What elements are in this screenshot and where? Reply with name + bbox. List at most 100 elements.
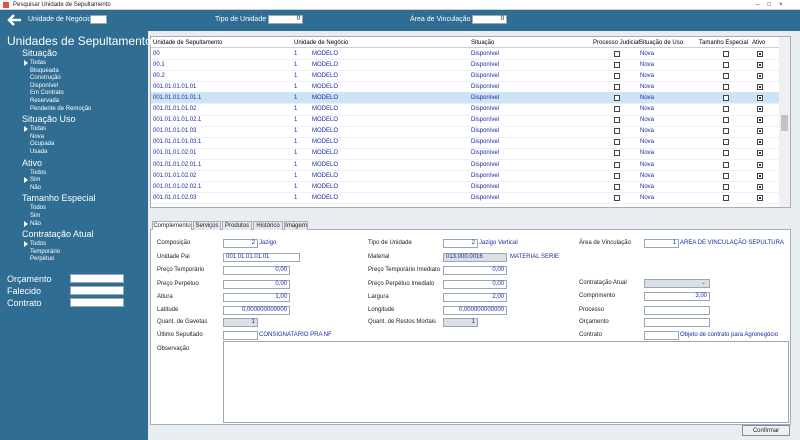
filter-item[interactable]: Bloqueada (30, 67, 59, 74)
checkbox[interactable] (614, 83, 620, 90)
filter-item[interactable]: Construção (30, 75, 61, 82)
checkbox[interactable] (723, 128, 729, 135)
checkbox[interactable] (614, 139, 620, 146)
checkbox[interactable] (757, 94, 763, 101)
cell-code[interactable]: 00 (153, 50, 160, 57)
field-input[interactable]: 0,000000000000 (443, 305, 507, 315)
checkbox[interactable] (614, 61, 620, 68)
filter-item[interactable]: Disponível (30, 82, 59, 89)
field-input[interactable]: 0,00 (443, 279, 507, 289)
filter-item[interactable]: Reservada (30, 98, 60, 104)
checkbox[interactable] (757, 194, 763, 201)
checkbox[interactable] (614, 194, 620, 201)
tab[interactable]: Histórico (253, 221, 283, 230)
checkbox[interactable] (757, 117, 763, 124)
sidebar-input[interactable] (70, 298, 124, 307)
checkbox[interactable] (723, 83, 729, 90)
checkbox[interactable] (614, 106, 620, 112)
checkbox[interactable] (723, 183, 729, 190)
sidebar-input[interactable] (70, 286, 124, 295)
field-input[interactable]: 1 (443, 317, 478, 327)
checkbox[interactable] (614, 161, 620, 168)
filter-item[interactable]: Não (30, 220, 42, 227)
checkbox[interactable] (757, 83, 763, 90)
field-input[interactable] (644, 330, 679, 340)
filter-item[interactable]: Sim (30, 213, 41, 219)
checkbox[interactable] (614, 183, 620, 190)
confirm-button[interactable]: Confirmar (742, 425, 790, 436)
field-input[interactable]: 0,00 (223, 279, 290, 289)
checkbox[interactable] (757, 172, 763, 179)
checkbox[interactable] (723, 161, 729, 168)
top-input[interactable]: 0 (472, 15, 507, 24)
cell-code[interactable]: 00.2 (153, 72, 165, 79)
checkbox[interactable] (757, 72, 763, 79)
filter-item[interactable]: Todos (30, 169, 47, 176)
filter-item[interactable]: Todos (30, 241, 47, 248)
filter-item[interactable]: Em Contrato (30, 90, 64, 97)
field-input[interactable]: 0,00 (443, 265, 507, 275)
filter-item[interactable]: Todos (30, 205, 47, 212)
checkbox[interactable] (723, 172, 729, 179)
field-input[interactable] (644, 278, 710, 288)
cell-code[interactable]: 001.01.01.02.02 (153, 172, 197, 179)
checkbox[interactable] (614, 50, 620, 57)
checkbox[interactable] (723, 150, 729, 157)
checkbox[interactable] (723, 50, 729, 57)
field-input[interactable]: 013.000.0016 (443, 252, 507, 262)
field-input[interactable]: 1 (644, 238, 679, 248)
checkbox[interactable] (723, 117, 729, 124)
checkbox[interactable] (614, 128, 620, 135)
filter-item[interactable]: Usada (30, 149, 48, 155)
checkbox[interactable] (614, 172, 620, 179)
tab[interactable]: Produtos (222, 221, 252, 230)
field-input[interactable]: 3,00 (644, 291, 710, 301)
tab[interactable]: Serviços (193, 221, 221, 230)
checkbox[interactable] (723, 194, 729, 201)
checkbox[interactable] (757, 183, 763, 190)
checkbox[interactable] (723, 61, 729, 68)
filter-item[interactable]: Pendente de Remoção (30, 105, 92, 112)
filter-item[interactable]: Todas (30, 60, 47, 66)
cell-code[interactable]: 00.1 (153, 61, 165, 68)
top-input[interactable]: 0 (268, 15, 303, 24)
checkbox[interactable] (757, 150, 763, 157)
cell-code[interactable]: 001.01.01.01.01 (153, 83, 197, 90)
filter-item[interactable]: Temporário (30, 248, 61, 255)
cell-code[interactable]: 001.01.01.01.02 (153, 106, 197, 112)
tab[interactable]: Complemento (152, 221, 192, 230)
field-input[interactable]: 0,000000000000 (223, 305, 290, 315)
checkbox[interactable] (757, 61, 763, 68)
checkbox[interactable] (614, 117, 620, 124)
cell-code[interactable]: 001.01.01.02.02.1 (153, 183, 202, 190)
filter-item[interactable]: Nova (30, 133, 45, 140)
back-arrow[interactable] (6, 13, 22, 27)
filter-item[interactable]: Não (30, 184, 42, 191)
cell-code[interactable]: 001.01.01.02.01 (153, 150, 197, 157)
checkbox[interactable] (614, 72, 620, 79)
cell-code[interactable]: 001.01.01.02.01.1 (153, 161, 202, 168)
cell-code[interactable]: 001.01.01.02.03 (153, 194, 197, 201)
sidebar-input[interactable] (70, 274, 124, 283)
field-input[interactable] (223, 330, 258, 340)
checkbox[interactable] (723, 72, 729, 79)
checkbox[interactable] (723, 94, 729, 101)
cell-code[interactable]: 001.01.01.01.01.1 (153, 94, 202, 101)
checkbox[interactable] (723, 139, 729, 146)
tab[interactable]: Imagem (284, 221, 308, 230)
filter-item[interactable]: Todas (30, 126, 47, 133)
top-input[interactable] (90, 15, 107, 24)
checkbox[interactable] (614, 150, 620, 157)
checkbox[interactable] (757, 139, 763, 146)
field-input[interactable]: 1 (223, 317, 258, 327)
field-input[interactable] (644, 305, 710, 315)
filter-item[interactable]: Sim (30, 177, 41, 184)
field-input[interactable]: 1,00 (223, 292, 290, 302)
checkbox[interactable] (757, 128, 763, 135)
checkbox[interactable] (723, 106, 729, 112)
scroll-thumb[interactable] (781, 115, 788, 131)
field-input[interactable]: 0,00 (223, 265, 290, 275)
checkbox[interactable] (757, 106, 763, 112)
window-controls[interactable]: –□× (756, 2, 791, 8)
cell-code[interactable]: 001.01.01.01.03 (153, 128, 197, 135)
